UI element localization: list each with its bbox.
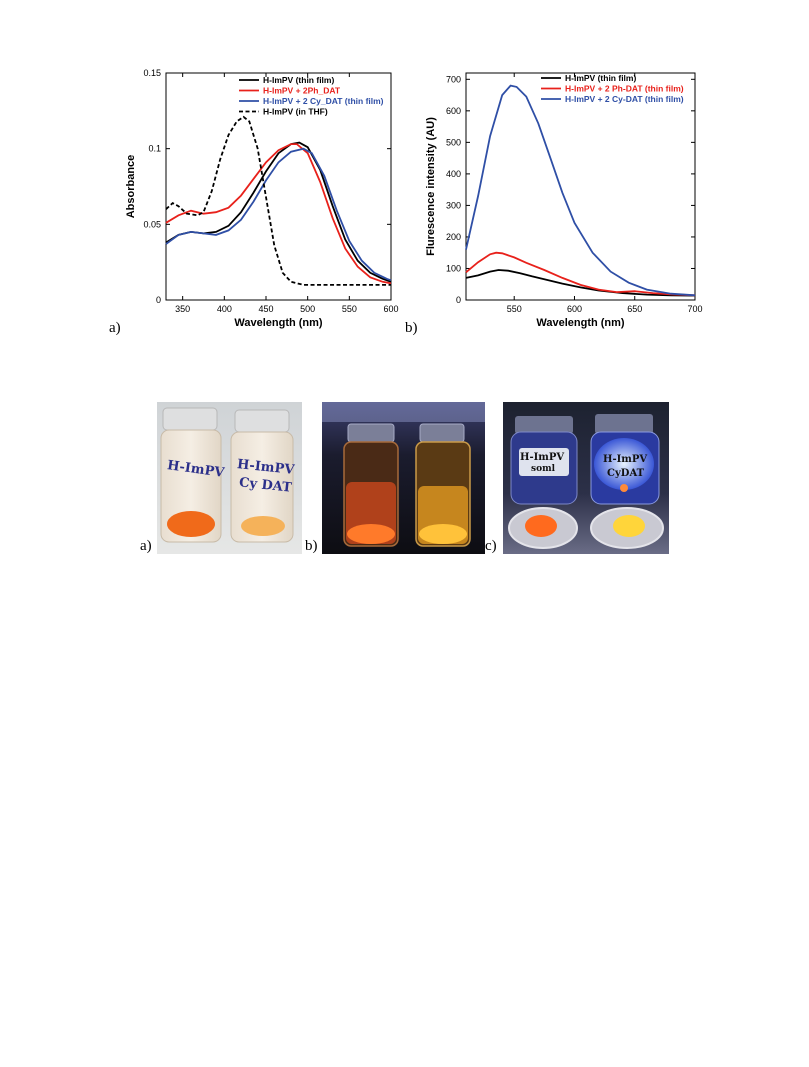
photo-vials-uv-dark [322, 402, 485, 554]
x-tick-label: 550 [342, 304, 357, 314]
y-tick-label: 500 [446, 137, 461, 147]
x-tick-label: 550 [507, 304, 522, 314]
y-tick-label: 600 [446, 106, 461, 116]
series-line-h-impv-2ph-dat [165, 143, 392, 285]
figure1-label-a: a) [109, 320, 121, 336]
jar-label-h-impv: H-ImPV [520, 452, 565, 463]
series-line-h-impv-thin-film [465, 269, 696, 297]
x-tick-label: 600 [567, 304, 582, 314]
y-axis-label: Absorbance [125, 155, 137, 219]
x-tick-label: 600 [383, 304, 398, 314]
legend-label-h-impv-2-ph-dat-thin-film: H-ImPV + 2 Ph-DAT (thin film) [565, 84, 684, 94]
fluorescence-chart: 550 600 650 700 0 100 200 300 400 500 600 700 Wavele… [425, 72, 703, 329]
jar-label-cydat: CyDAT [607, 468, 645, 479]
x-axis-label: Wavelength (nm) [234, 317, 323, 329]
y-tick-label: 0 [456, 295, 461, 305]
legend-label-h-impv-2-cy-dat-thin-film: H-ImPV + 2 Cy_DAT (thin film) [263, 96, 384, 106]
legend-label-h-impv-in-thf: H-ImPV (in THF) [263, 107, 328, 117]
y-tick-label: 100 [446, 263, 461, 273]
plot-frame [465, 72, 696, 301]
jar-label-h-impv-cy: H-ImPV [603, 454, 648, 465]
series-line-h-impv-2-ph-dat-thin-film [465, 251, 696, 297]
legend-label-h-impv-2ph-dat: H-ImPV + 2Ph_DAT [263, 86, 341, 96]
y-tick-label: 0.05 [143, 219, 161, 229]
jar-label-soml: soml [531, 464, 556, 474]
series-line-h-impv-in-thf [165, 115, 391, 286]
y-tick-label: 0.15 [143, 68, 161, 78]
y-tick-label: 0.1 [148, 144, 161, 154]
x-tick-label: 350 [175, 304, 190, 314]
legend-label-h-impv-thin-film: H-ImPV (thin film) [263, 75, 334, 85]
photo-vials-daylight: H-ImPV H-ImPV Cy DAT [157, 402, 302, 554]
x-tick-label: 650 [627, 304, 642, 314]
y-tick-label: 300 [446, 200, 461, 210]
series-line-h-impv-2-cy-dat-thin-film [165, 147, 392, 282]
x-tick-label: 400 [217, 304, 232, 314]
x-tick-label: 500 [300, 304, 315, 314]
y-tick-label: 0 [156, 295, 161, 305]
figure2-label-a: a) [140, 538, 152, 554]
figure1-label-b: b) [405, 320, 418, 336]
x-tick-label: 700 [687, 304, 702, 314]
figure2-label-b: b) [305, 538, 318, 554]
plot-frame [165, 72, 392, 301]
series-line-h-impv-2-cy-dat-thin-film [465, 84, 696, 297]
y-tick-label: 700 [446, 74, 461, 84]
y-tick-label: 200 [446, 232, 461, 242]
figure2-label-c: c) [485, 538, 497, 554]
legend-label-h-impv-thin-film: H-ImPV (thin film) [565, 73, 636, 83]
y-axis-label: Flurescence intensity (AU) [425, 117, 437, 256]
x-axis-label: Wavelength (nm) [536, 317, 625, 329]
legend-label-h-impv-2-cy-dat-thin-film: H-ImPV + 2 Cy-DAT (thin film) [565, 94, 684, 104]
y-tick-label: 400 [446, 169, 461, 179]
photo-vials-uv-blue: H-ImPV soml H-ImPV CyDAT [503, 402, 669, 554]
absorbance-chart: 350 400 450 500 550 600 0 0.05 0.1 0.15 Wavelength… [125, 68, 399, 329]
x-tick-label: 450 [258, 304, 273, 314]
